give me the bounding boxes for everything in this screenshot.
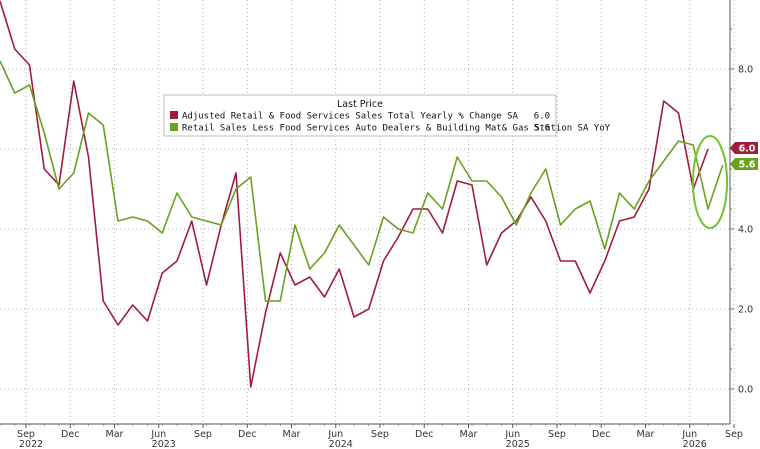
x-tick-month: Sep xyxy=(17,429,35,440)
annotation xyxy=(692,135,728,229)
x-tick-month: Sep xyxy=(725,429,743,440)
badge-shape xyxy=(730,142,758,154)
grid-lines xyxy=(0,0,735,424)
badge-label: 5.6 xyxy=(739,160,756,171)
y-tick-label: 0.0 xyxy=(738,385,753,396)
x-tick-month: Jun xyxy=(504,429,520,440)
series-line-retail-ex-auto-gas xyxy=(0,60,724,302)
highlight-ellipse xyxy=(692,135,728,229)
x-tick-month: Jun xyxy=(327,429,343,440)
x-tick-month: Mar xyxy=(283,429,301,440)
x-tick-month: Dec xyxy=(592,429,610,440)
x-tick-month: Dec xyxy=(238,429,256,440)
badge-label: 6.0 xyxy=(739,144,756,155)
last-value-badges: 6.05.6 xyxy=(730,142,758,171)
badge-shape xyxy=(730,158,758,170)
x-tick-year: 2026 xyxy=(683,439,707,449)
x-tick-year: 2024 xyxy=(329,439,353,449)
last-value-badge-red: 6.0 xyxy=(730,142,758,155)
legend-entry-green: Retail Sales Less Food Services Auto Dea… xyxy=(182,124,611,134)
legend-entry-red: Adjusted Retail & Food Services Sales To… xyxy=(182,112,519,122)
legend-box xyxy=(163,94,557,137)
x-tick-month: Mar xyxy=(460,429,478,440)
x-tick-month: Dec xyxy=(61,429,79,440)
legend-swatch-red xyxy=(170,111,178,119)
series-lines xyxy=(0,0,724,388)
x-tick-year: 2022 xyxy=(19,439,43,449)
y-tick-label: 4.0 xyxy=(738,225,753,236)
x-tick-month: Jun xyxy=(150,429,166,440)
y-tick-label: 2.0 xyxy=(738,305,753,316)
x-tick-month: Jun xyxy=(681,429,697,440)
x-tick-month: Sep xyxy=(371,429,389,440)
x-tick-year: 2025 xyxy=(506,439,530,449)
x-tick-month: Dec xyxy=(415,429,433,440)
y-tick-label: 8.0 xyxy=(738,65,753,76)
x-tick-month: Mar xyxy=(637,429,655,440)
x-tick-year: 2023 xyxy=(152,439,176,449)
series-line-retail-food-services xyxy=(0,0,709,388)
x-tick-month: Sep xyxy=(548,429,566,440)
legend-value-green: 5.6 xyxy=(534,124,550,134)
last-value-badge-green: 5.6 xyxy=(730,158,758,171)
legend-value-red: 6.0 xyxy=(534,112,550,122)
legend-swatch-green xyxy=(170,123,178,131)
legend-title: Last Price xyxy=(337,99,383,110)
x-tick-month: Sep xyxy=(194,429,212,440)
legend: Last Price Adjusted Retail & Food Servic… xyxy=(163,94,611,137)
x-tick-month: Mar xyxy=(106,429,124,440)
